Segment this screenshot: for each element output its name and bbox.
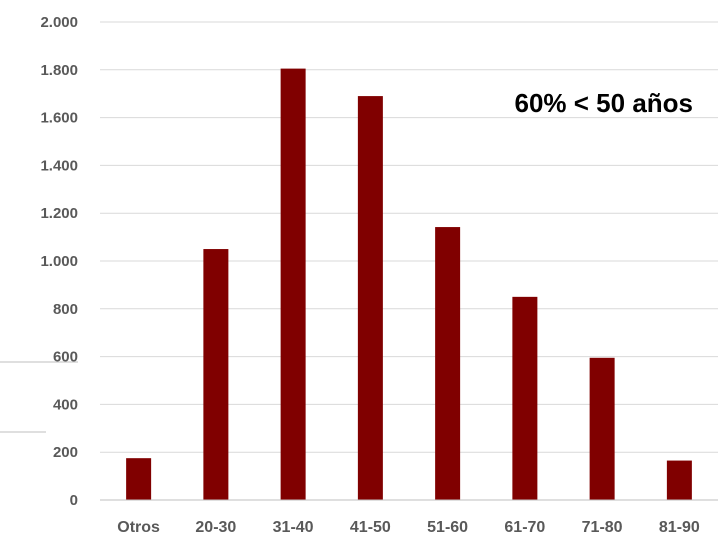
y-tick-label: 2.000 — [40, 14, 78, 31]
gridlines — [0, 21, 718, 453]
x-category-label: 81-90 — [659, 519, 700, 536]
y-tick-label: 1.800 — [40, 62, 78, 79]
y-tick-label: 1.400 — [40, 157, 78, 174]
bar-51-60 — [435, 227, 461, 500]
y-tick-label: 1.600 — [40, 110, 78, 127]
y-axis-tick-labels: 0 200 400 600 800 1.000 1.200 1.400 1.600 1.800 2.… — [40, 14, 78, 509]
x-category-label: 71-80 — [582, 519, 623, 536]
x-category-label: Otros — [117, 519, 160, 536]
bar-20-30 — [203, 249, 229, 500]
y-tick-label: 400 — [53, 396, 78, 413]
bar-61-70 — [512, 296, 538, 500]
y-tick-label: 0 — [70, 492, 78, 509]
y-tick-label: 600 — [53, 349, 78, 366]
x-category-label: 41-50 — [350, 519, 391, 536]
bar-81-90 — [666, 460, 692, 500]
x-category-label: 51-60 — [427, 519, 468, 536]
chart-annotation: 60% < 50 años — [515, 88, 694, 118]
y-tick-label: 1.200 — [40, 205, 78, 222]
y-tick-label: 200 — [53, 444, 78, 461]
x-category-label: 20-30 — [195, 519, 236, 536]
bar-31-40 — [280, 68, 306, 500]
bar-Otros — [126, 458, 152, 500]
x-category-label: 31-40 — [273, 519, 314, 536]
y-tick-label: 1.000 — [40, 253, 78, 270]
y-tick-label: 800 — [53, 301, 78, 318]
x-category-label: 61-70 — [504, 519, 545, 536]
bar-41-50 — [357, 96, 383, 500]
bars — [126, 68, 692, 500]
x-axis-category-labels: Otros 20-30 31-40 41-50 51-60 61-70 71-80 81-90 — [117, 519, 700, 536]
bar-71-80 — [589, 357, 615, 500]
